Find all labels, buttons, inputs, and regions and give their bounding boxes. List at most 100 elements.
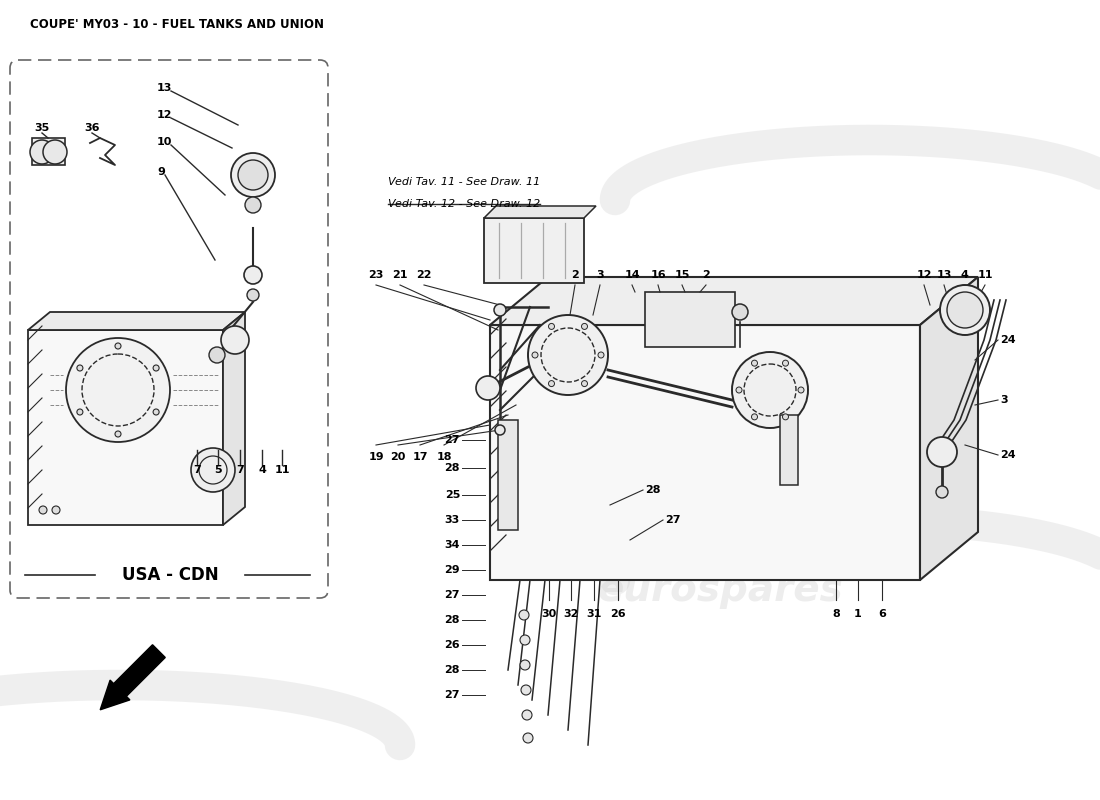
Circle shape [476,376,501,400]
Text: 14: 14 [624,270,640,280]
Text: 20: 20 [390,452,406,462]
Circle shape [532,352,538,358]
Circle shape [221,326,249,354]
Text: 2: 2 [702,270,710,280]
Text: 36: 36 [85,123,100,133]
Polygon shape [490,325,920,580]
Bar [484,218,584,283]
Circle shape [244,266,262,284]
Text: 12: 12 [157,110,173,120]
Text: 27: 27 [444,435,460,445]
Circle shape [736,387,743,393]
Text: 15: 15 [674,270,690,280]
Text: 34: 34 [444,540,460,550]
Text: 28: 28 [444,463,460,473]
Text: eurospares: eurospares [77,516,253,544]
Bar [645,292,735,347]
Polygon shape [28,330,223,525]
Polygon shape [100,645,165,710]
Circle shape [936,486,948,498]
Text: eurospares: eurospares [597,571,843,609]
Circle shape [521,685,531,695]
Circle shape [191,448,235,492]
Circle shape [153,365,159,371]
Circle shape [549,323,554,330]
Text: 19: 19 [368,452,384,462]
Bar [498,420,518,530]
Circle shape [66,338,170,442]
Circle shape [732,304,748,320]
Circle shape [77,409,82,415]
Text: 6: 6 [878,609,886,619]
Polygon shape [920,277,978,580]
Circle shape [209,347,226,363]
Text: 17: 17 [412,452,428,462]
Circle shape [494,304,506,316]
Text: 30: 30 [541,609,557,619]
Circle shape [782,360,789,366]
Text: 1: 1 [854,609,862,619]
Text: 13: 13 [157,83,173,93]
Text: 3: 3 [1000,395,1008,405]
Circle shape [77,365,82,371]
Text: 22: 22 [416,270,431,280]
Circle shape [522,710,532,720]
Text: USA - CDN: USA - CDN [122,566,218,584]
Text: 24: 24 [1000,335,1015,345]
Text: Vedi Tav. 11 - See Draw. 11: Vedi Tav. 11 - See Draw. 11 [388,177,540,187]
Polygon shape [32,138,65,165]
Circle shape [522,733,534,743]
Circle shape [519,610,529,620]
Circle shape [238,160,268,190]
Circle shape [947,292,983,328]
Text: 28: 28 [444,615,460,625]
FancyBboxPatch shape [10,60,328,598]
Circle shape [549,381,554,386]
Text: 26: 26 [444,640,460,650]
Polygon shape [484,206,596,218]
Polygon shape [223,312,245,525]
Circle shape [52,506,60,514]
Text: 3: 3 [596,270,604,280]
Text: 21: 21 [393,270,408,280]
Circle shape [751,360,758,366]
Polygon shape [28,312,245,330]
Circle shape [30,140,54,164]
Text: 7: 7 [236,465,244,475]
Circle shape [582,381,587,386]
Text: 28: 28 [645,485,660,495]
Circle shape [245,197,261,213]
Text: 28: 28 [444,665,460,675]
Text: 2: 2 [571,270,579,280]
Circle shape [732,352,808,428]
Text: 25: 25 [444,490,460,500]
Circle shape [582,323,587,330]
Text: 7: 7 [194,465,201,475]
Text: 35: 35 [34,123,50,133]
Circle shape [798,387,804,393]
Circle shape [520,660,530,670]
Text: 11: 11 [977,270,992,280]
Text: Vedi Tav. 12 - See Draw. 12: Vedi Tav. 12 - See Draw. 12 [388,199,540,209]
Circle shape [927,437,957,467]
Text: 4: 4 [258,465,266,475]
Text: 33: 33 [444,515,460,525]
Circle shape [598,352,604,358]
Polygon shape [490,277,978,325]
Text: 27: 27 [444,590,460,600]
Text: 26: 26 [610,609,626,619]
Circle shape [116,343,121,349]
Text: 13: 13 [936,270,952,280]
Text: 5: 5 [214,465,222,475]
Text: 23: 23 [368,270,384,280]
Text: 8: 8 [832,609,840,619]
Text: 27: 27 [666,515,681,525]
Bar [780,415,798,485]
Circle shape [528,315,608,395]
Circle shape [940,285,990,335]
Text: 9: 9 [157,167,165,177]
Text: 32: 32 [563,609,579,619]
Circle shape [782,414,789,420]
Text: 29: 29 [444,565,460,575]
Circle shape [39,506,47,514]
